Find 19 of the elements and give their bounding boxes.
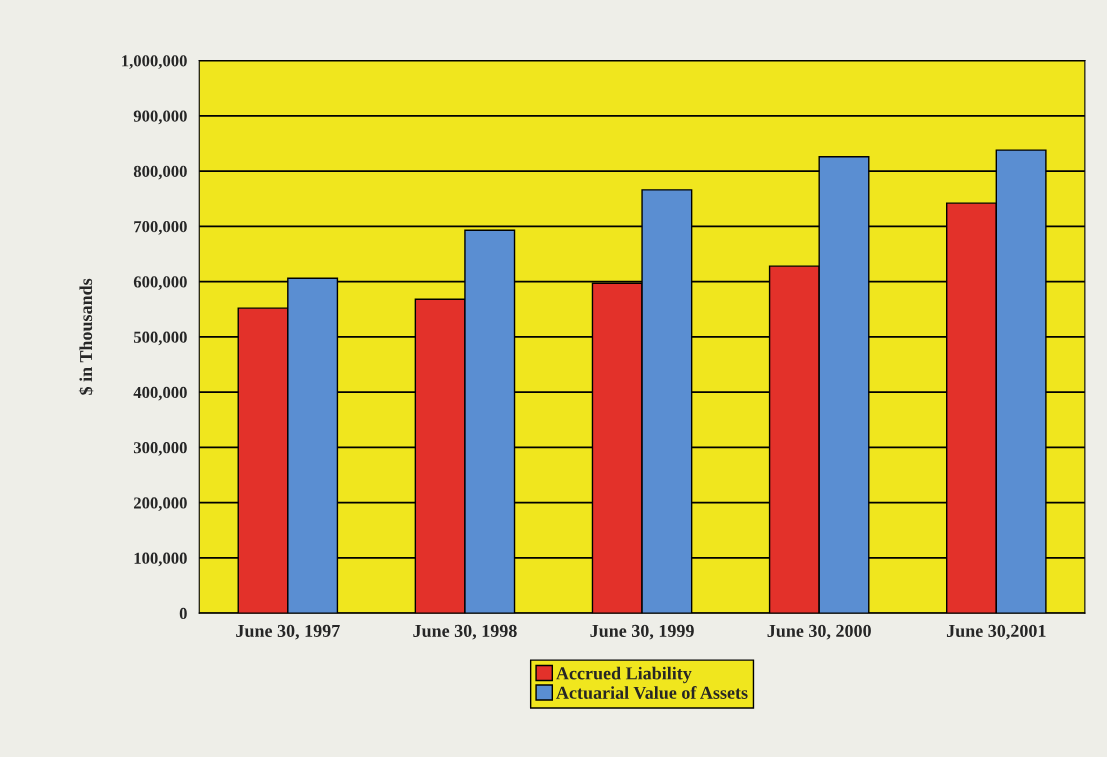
- y-tick-label: 0: [179, 607, 187, 620]
- x-tick-label: June 30, 1998: [413, 624, 517, 640]
- legend-label: Actuarial Value of Assets: [556, 685, 748, 699]
- y-tick-label: 800,000: [133, 165, 187, 180]
- y-tick-label: 900,000: [133, 110, 187, 125]
- y-tick-label: 100,000: [134, 552, 187, 567]
- y-tick-label: 200,000: [133, 497, 187, 512]
- y-axis-title: $ in Thousands: [78, 278, 94, 395]
- y-tick-label: 300,000: [133, 442, 187, 456]
- x-tick-label: June 30,2001: [946, 624, 1046, 640]
- y-tick-label: 700,000: [134, 221, 187, 235]
- y-tick-label: 400,000: [133, 386, 187, 401]
- y-tick-label: 600,000: [133, 276, 187, 290]
- y-tick-label: 500,000: [133, 331, 187, 346]
- x-tick-label: June 30, 1997: [236, 624, 340, 640]
- y-tick-label: 1,000,000: [122, 55, 187, 69]
- legend-label: Accrued Liability: [556, 666, 692, 684]
- x-tick-label: June 30, 2000: [767, 624, 871, 640]
- x-tick-label: June 30, 1999: [590, 624, 694, 640]
